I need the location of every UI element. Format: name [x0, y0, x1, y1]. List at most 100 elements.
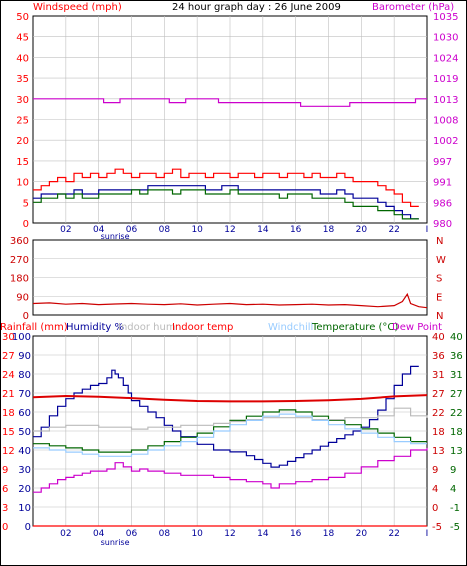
rainfall-tick-label: 12 [2, 446, 15, 457]
temperature-tick-label-green: 22 [450, 408, 463, 419]
windspeed-tick-label: 30 [16, 95, 29, 106]
temperature-tick-label: 22 [432, 408, 445, 419]
chart-title: 24 hour graph day : 26 June 2009 [172, 2, 341, 13]
rainfall-tick-label: 0 [2, 522, 8, 533]
temperature-x-tick-label: 10 [191, 529, 203, 539]
windspeed-tick-label: 5 [23, 198, 29, 209]
temperature-tick-label: 31 [432, 370, 445, 381]
wind-series [33, 98, 427, 220]
wind-x-tick-label: 10 [191, 225, 203, 235]
humidity-tick-label: 40 [18, 446, 31, 457]
barometer-tick-label: 1035 [433, 12, 458, 23]
wind-grid [33, 16, 427, 223]
temperature-tick-labels-left: -5 0 4 9 13 18 22 27 31 36 40 [432, 332, 445, 533]
barometer-tick-label: 1008 [433, 116, 458, 127]
windspeed-tick-label: 35 [16, 74, 29, 85]
windspeed-tick-label: 45 [16, 33, 29, 44]
wind-x-tick-label: 20 [356, 225, 368, 235]
temperature-x-tick-label: 18 [323, 529, 335, 539]
legend-entry: Windchill [268, 322, 313, 333]
windspeed-tick-label: 40 [16, 53, 29, 64]
humidity-tick-label: 30 [18, 465, 31, 476]
barometer-tick-label: 997 [433, 157, 452, 168]
humidity-tick-label: 70 [18, 389, 31, 400]
windspeed-tick-label: 50 [16, 12, 29, 23]
rainfall-tick-label: 9 [2, 465, 8, 476]
direction-degree-label: 270 [10, 255, 29, 266]
compass-letter: W [436, 255, 446, 266]
humidity-tick-label: 50 [18, 427, 31, 438]
legend-entry: Temperature (°C) [311, 322, 398, 333]
barometer-tick-label: 1002 [433, 136, 458, 147]
compass-letter: N [436, 311, 443, 322]
temperature-x-tick-label: 04 [93, 529, 105, 539]
temperature-tick-label: 0 [432, 503, 438, 514]
legend-entry: Indoor hum [118, 322, 176, 333]
temperature-tick-label-green: 13 [450, 446, 463, 457]
temperature-x-tick-labels: 02 04 06 08 10 12 14 16 18 20 22 I [60, 529, 428, 539]
legend-entry: Rainfall (mm) [0, 322, 68, 333]
rainfall-tick-label: 18 [2, 408, 15, 419]
wind-x-tick-label: 18 [323, 225, 335, 235]
rainfall-tick-label: 24 [2, 370, 15, 381]
temperature-tick-label: 13 [432, 446, 445, 457]
series-line-humidity- [33, 365, 419, 468]
temperature-tick-label-green: -5 [450, 522, 460, 533]
windspeed-tick-label: 10 [16, 178, 29, 189]
temperature-tick-label-green: 9 [450, 465, 456, 476]
direction-degree-label: 360 [10, 236, 29, 247]
humidity-tick-label: 0 [25, 522, 31, 533]
legend-entry: Humidity % [66, 322, 124, 333]
wind-x-tick-label: 04 [93, 225, 105, 235]
wind-x-tick-label: 14 [257, 225, 269, 235]
temperature-tick-label-green: 31 [450, 370, 463, 381]
sunrise-label-bottom: sunrise [101, 538, 130, 547]
legend-entry: Dew Point [392, 322, 442, 333]
direction-degree-label: 0 [23, 311, 29, 322]
rainfall-tick-label: 15 [2, 427, 15, 438]
temperature-tick-label-green: 18 [450, 427, 463, 438]
barometer-tick-labels: 980 986 991 997 1002 1008 1013 1019 1024 1030 1035 [433, 12, 458, 230]
temperature-tick-label-green: 4 [450, 484, 456, 495]
series-line-indoor-hum [33, 407, 428, 432]
temperature-x-tick-label: 08 [159, 529, 171, 539]
legend-entry: Indoor temp [172, 322, 233, 333]
humidity-tick-label: 90 [18, 351, 31, 362]
barometer-axis-label: Barometer (hPa) [372, 2, 454, 13]
wind-x-tick-label: 22 [388, 225, 399, 235]
legend: Rainfall (mm)Humidity %Indoor humIndoor … [0, 322, 442, 333]
barometer-tick-label: 1019 [433, 74, 458, 85]
temperature-tick-label: 4 [432, 484, 438, 495]
compass-letter: E [436, 292, 442, 303]
wind-x-tick-label: I [426, 225, 429, 235]
windspeed-tick-label: 15 [16, 157, 29, 168]
direction-series [32, 292, 428, 309]
temperature-tick-label-green: 36 [450, 351, 463, 362]
wind-x-tick-label: 06 [126, 225, 138, 235]
wind-x-tick-labels: 02 04 06 08 10 12 14 16 18 20 22 I [60, 225, 428, 235]
temperature-series [32, 365, 428, 527]
humidity-tick-labels: 0 10 20 30 40 50 60 70 80 90 100 [12, 332, 31, 533]
series-line-dew-point [33, 447, 428, 493]
barometer-tick-label: 980 [433, 219, 452, 230]
temperature-humidity-panel: Rainfall (mm)Humidity %Indoor humIndoor … [0, 322, 463, 547]
temperature-x-tick-label: 12 [224, 529, 235, 539]
temperature-tick-label: 36 [432, 351, 445, 362]
temperature-tick-label-green: -1 [450, 503, 460, 514]
temperature-x-tick-label: 20 [356, 529, 368, 539]
humidity-tick-label: 100 [12, 332, 31, 343]
direction-degree-labels: 0 90 180 270 360 [10, 236, 29, 322]
temperature-tick-label: 40 [432, 332, 445, 343]
humidity-tick-label: 20 [18, 484, 31, 495]
humidity-tick-label: 60 [18, 408, 31, 419]
barometer-tick-label: 991 [433, 178, 452, 189]
humidity-tick-label: 80 [18, 370, 31, 381]
temperature-tick-label-green: 27 [450, 389, 463, 400]
windspeed-tick-label: 25 [16, 116, 29, 127]
wind-barometer-panel: Windspeed (mph) 24 hour graph day : 26 J… [16, 2, 458, 241]
series-line-indoor-temp [32, 394, 428, 403]
rainfall-tick-label: 3 [2, 503, 8, 514]
temperature-tick-label: -5 [432, 522, 442, 533]
